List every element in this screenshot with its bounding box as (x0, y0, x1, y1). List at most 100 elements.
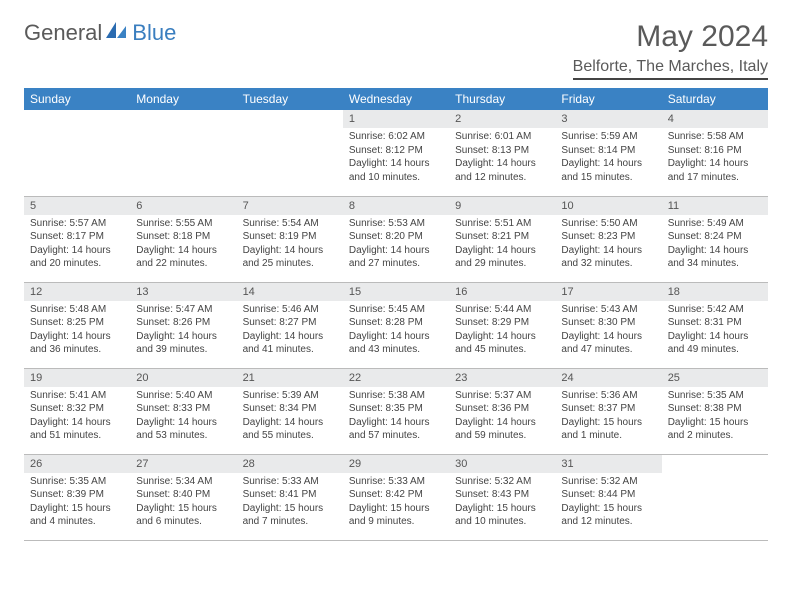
day-detail-line: Daylight: 15 hours (136, 502, 230, 516)
calendar-day-cell: 14Sunrise: 5:46 AMSunset: 8:27 PMDayligh… (237, 282, 343, 368)
day-detail-line: and 59 minutes. (455, 429, 549, 443)
day-detail-line: Sunrise: 5:42 AM (668, 303, 762, 317)
calendar-day-cell: 6Sunrise: 5:55 AMSunset: 8:18 PMDaylight… (130, 196, 236, 282)
day-detail-line: Sunset: 8:40 PM (136, 488, 230, 502)
day-details: Sunrise: 5:47 AMSunset: 8:26 PMDaylight:… (130, 301, 236, 361)
calendar-day-cell: 10Sunrise: 5:50 AMSunset: 8:23 PMDayligh… (555, 196, 661, 282)
day-detail-line: and 32 minutes. (561, 257, 655, 271)
day-detail-line: Sunrise: 5:39 AM (243, 389, 337, 403)
day-detail-line: and 34 minutes. (668, 257, 762, 271)
day-detail-line: Daylight: 14 hours (561, 244, 655, 258)
day-detail-line: and 12 minutes. (455, 171, 549, 185)
calendar-day-cell: 17Sunrise: 5:43 AMSunset: 8:30 PMDayligh… (555, 282, 661, 368)
day-detail-line: Sunset: 8:27 PM (243, 316, 337, 330)
day-detail-line: Sunset: 8:39 PM (30, 488, 124, 502)
day-details: Sunrise: 5:44 AMSunset: 8:29 PMDaylight:… (449, 301, 555, 361)
day-detail-line: Sunset: 8:24 PM (668, 230, 762, 244)
calendar-day-cell: 30Sunrise: 5:32 AMSunset: 8:43 PMDayligh… (449, 454, 555, 540)
calendar-day-cell: 27 Sunrise: 5:34 AMSunset: 8:40 PMDayligh… (130, 454, 236, 540)
calendar-day-cell: 24Sunrise: 5:36 AMSunset: 8:37 PMDayligh… (555, 368, 661, 454)
day-detail-line: Sunrise: 5:34 AM (136, 475, 230, 489)
calendar-day-cell (130, 110, 236, 196)
day-number: 2 (449, 110, 555, 128)
calendar-day-cell: 5Sunrise: 5:57 AMSunset: 8:17 PMDaylight… (24, 196, 130, 282)
day-detail-line: Sunrise: 5:43 AM (561, 303, 655, 317)
day-number: 4 (662, 110, 768, 128)
calendar-day-cell: 26Sunrise: 5:35 AMSunset: 8:39 PMDayligh… (24, 454, 130, 540)
calendar-table: Sunday Monday Tuesday Wednesday Thursday… (24, 88, 768, 541)
day-detail-line: Sunset: 8:37 PM (561, 402, 655, 416)
day-number: 19 (24, 369, 130, 387)
day-detail-line: Sunset: 8:17 PM (30, 230, 124, 244)
day-detail-line: and 29 minutes. (455, 257, 549, 271)
day-detail-line: Daylight: 14 hours (349, 330, 443, 344)
day-detail-line: Sunset: 8:43 PM (455, 488, 549, 502)
day-details: Sunrise: 5:43 AMSunset: 8:30 PMDaylight:… (555, 301, 661, 361)
day-details: Sunrise: 5:32 AMSunset: 8:44 PMDaylight:… (555, 473, 661, 533)
day-detail-line: Sunset: 8:36 PM (455, 402, 549, 416)
day-detail-line: and 57 minutes. (349, 429, 443, 443)
day-details: Sunrise: 5:55 AMSunset: 8:18 PMDaylight:… (130, 215, 236, 275)
day-details (24, 116, 130, 122)
calendar-day-cell (662, 454, 768, 540)
day-detail-line: Daylight: 14 hours (30, 330, 124, 344)
day-details: Sunrise: 5:39 AMSunset: 8:34 PMDaylight:… (237, 387, 343, 447)
day-number: 8 (343, 197, 449, 215)
day-detail-line: Sunset: 8:21 PM (455, 230, 549, 244)
day-detail-line: Daylight: 14 hours (136, 244, 230, 258)
calendar-day-cell: 8Sunrise: 5:53 AMSunset: 8:20 PMDaylight… (343, 196, 449, 282)
day-detail-line: and 17 minutes. (668, 171, 762, 185)
day-number: 3 (555, 110, 661, 128)
day-details: Sunrise: 5:36 AMSunset: 8:37 PMDaylight:… (555, 387, 661, 447)
day-details: Sunrise: 5:53 AMSunset: 8:20 PMDaylight:… (343, 215, 449, 275)
calendar-day-cell: 22Sunrise: 5:38 AMSunset: 8:35 PMDayligh… (343, 368, 449, 454)
day-details: Sunrise: 6:01 AMSunset: 8:13 PMDaylight:… (449, 128, 555, 188)
calendar-day-cell: 12Sunrise: 5:48 AMSunset: 8:25 PMDayligh… (24, 282, 130, 368)
day-detail-line: Sunset: 8:13 PM (455, 144, 549, 158)
day-number: 16 (449, 283, 555, 301)
weekday-header-row: Sunday Monday Tuesday Wednesday Thursday… (24, 88, 768, 110)
day-number: 27 (130, 455, 236, 473)
day-detail-line: and 10 minutes. (349, 171, 443, 185)
day-details: Sunrise: 5:46 AMSunset: 8:27 PMDaylight:… (237, 301, 343, 361)
calendar-week-row: 1Sunrise: 6:02 AMSunset: 8:12 PMDaylight… (24, 110, 768, 196)
day-detail-line: and 15 minutes. (561, 171, 655, 185)
day-detail-line: Sunrise: 5:37 AM (455, 389, 549, 403)
month-title: May 2024 (573, 20, 768, 54)
day-detail-line: Sunrise: 5:53 AM (349, 217, 443, 231)
day-detail-line: Sunrise: 5:48 AM (30, 303, 124, 317)
day-detail-line: Sunset: 8:41 PM (243, 488, 337, 502)
day-details: Sunrise: 5:42 AMSunset: 8:31 PMDaylight:… (662, 301, 768, 361)
day-detail-line: Daylight: 15 hours (561, 502, 655, 516)
day-detail-line: Sunset: 8:29 PM (455, 316, 549, 330)
day-detail-line: Daylight: 14 hours (349, 244, 443, 258)
day-details: Sunrise: 5:59 AMSunset: 8:14 PMDaylight:… (555, 128, 661, 188)
day-detail-line: Sunset: 8:42 PM (349, 488, 443, 502)
day-detail-line: Sunset: 8:19 PM (243, 230, 337, 244)
day-detail-line: Daylight: 14 hours (561, 330, 655, 344)
day-detail-line: and 27 minutes. (349, 257, 443, 271)
day-details: Sunrise: 5:37 AMSunset: 8:36 PMDaylight:… (449, 387, 555, 447)
day-detail-line: Daylight: 15 hours (668, 416, 762, 430)
day-details: Sunrise: 5:45 AMSunset: 8:28 PMDaylight:… (343, 301, 449, 361)
day-detail-line: Daylight: 15 hours (243, 502, 337, 516)
day-number: 22 (343, 369, 449, 387)
day-detail-line: Daylight: 14 hours (136, 416, 230, 430)
day-detail-line: Sunrise: 6:02 AM (349, 130, 443, 144)
calendar-day-cell: 9Sunrise: 5:51 AMSunset: 8:21 PMDaylight… (449, 196, 555, 282)
day-number: 20 (130, 369, 236, 387)
day-detail-line: and 4 minutes. (30, 515, 124, 529)
day-number: 28 (237, 455, 343, 473)
day-detail-line: Sunrise: 5:38 AM (349, 389, 443, 403)
weekday-header: Wednesday (343, 88, 449, 110)
day-number: 18 (662, 283, 768, 301)
day-details (662, 461, 768, 467)
day-details: Sunrise: 5:57 AMSunset: 8:17 PMDaylight:… (24, 215, 130, 275)
day-detail-line: Sunset: 8:35 PM (349, 402, 443, 416)
day-detail-line: Daylight: 14 hours (30, 416, 124, 430)
day-detail-line: and 2 minutes. (668, 429, 762, 443)
day-detail-line: Sunset: 8:31 PM (668, 316, 762, 330)
day-number: 12 (24, 283, 130, 301)
day-detail-line: and 47 minutes. (561, 343, 655, 357)
day-detail-line: Sunrise: 5:51 AM (455, 217, 549, 231)
